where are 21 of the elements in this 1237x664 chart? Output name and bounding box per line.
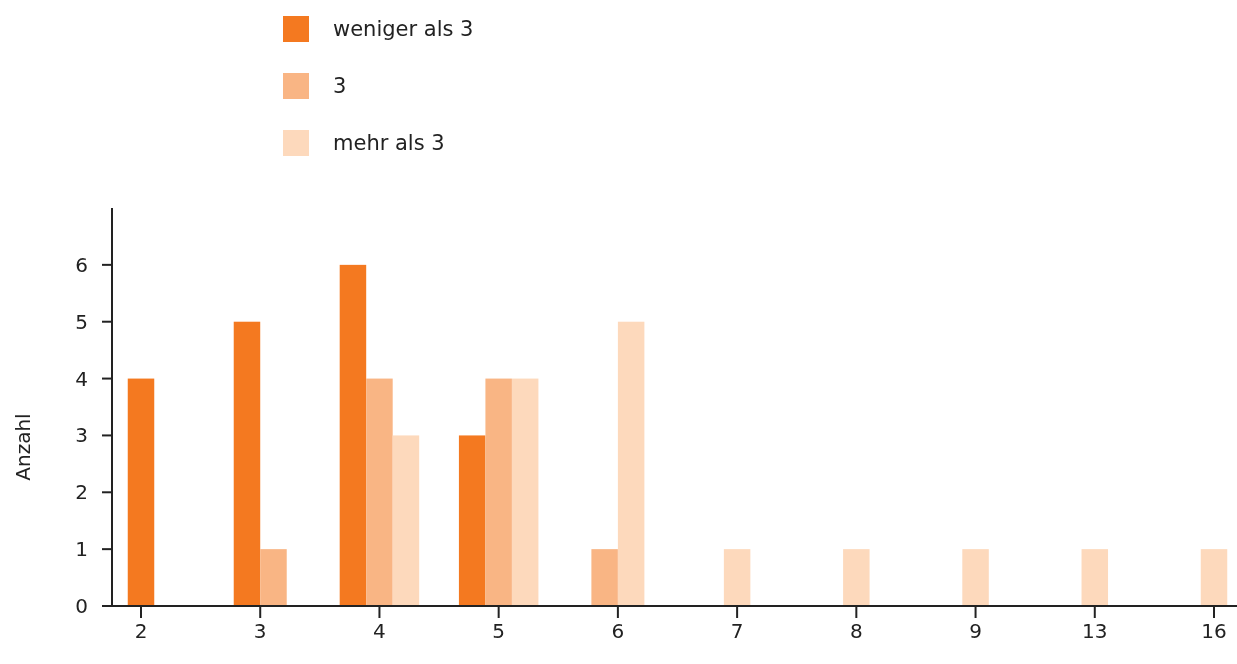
legend-label: 3 [333,74,347,99]
x-tick-label: 6 [611,619,625,643]
x-tick-label: 3 [253,619,267,643]
y-tick-label: 3 [75,423,88,448]
x-tick-label: 7 [730,619,744,643]
x-tick-label: 13 [1082,619,1108,643]
x-tick-label: 2 [134,619,148,643]
y-axis-title: Anzahl [11,413,35,481]
legend-label: mehr als 3 [333,131,445,156]
x-tick-label: 5 [492,619,506,643]
y-tick-label: 4 [75,366,88,391]
y-tick-label: 5 [75,309,88,334]
y-tick-label: 6 [75,252,88,277]
x-tick-label: 16 [1201,619,1227,643]
y-tick-label: 1 [75,537,88,562]
y-tick-label: 0 [75,594,88,618]
x-tick-label: 4 [373,619,386,643]
y-tick-label: 2 [75,480,88,505]
x-tick-label: 8 [849,619,863,643]
legend-label: weniger als 3 [333,17,474,42]
x-tick-label: 9 [969,619,982,643]
